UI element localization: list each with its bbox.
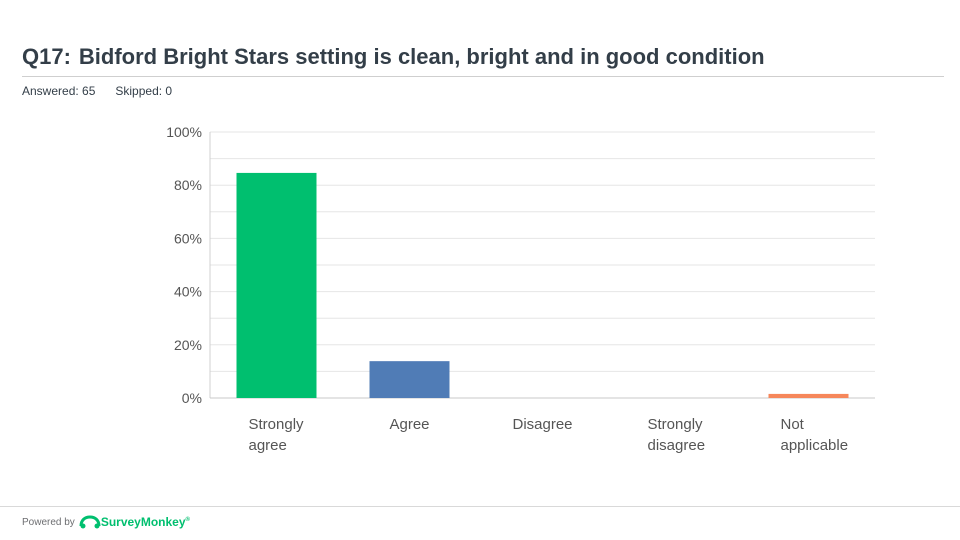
y-tick-label: 20% <box>174 337 202 353</box>
bar <box>369 361 450 398</box>
footer: Powered by SurveyMonkey® <box>22 514 190 530</box>
y-tick-label: 60% <box>174 230 202 246</box>
x-tick-label: Not <box>781 416 805 433</box>
answered-count: Answered: 65 <box>22 84 96 98</box>
y-tick-label: 40% <box>174 284 202 300</box>
question-text: Bidford Bright Stars setting is clean, b… <box>78 44 765 69</box>
powered-by-label: Powered by <box>22 516 75 528</box>
y-tick-label: 0% <box>182 390 202 406</box>
surveymonkey-brand: SurveyMonkey® <box>100 515 190 529</box>
y-tick-label: 100% <box>166 124 202 140</box>
skipped-count: Skipped: 0 <box>115 84 173 98</box>
bar-chart: 0% 20% 40% 60% 80% 100% Strongly agree Agree Disa… <box>166 124 875 454</box>
header-divider <box>22 76 944 77</box>
question-number: Q17: <box>22 44 71 69</box>
x-tick-label: applicable <box>781 437 849 454</box>
x-tick-label: Agree <box>389 416 429 433</box>
bar <box>236 172 317 398</box>
surveymonkey-logo-icon <box>79 515 101 529</box>
response-stats: Answered: 65 Skipped: 0 <box>22 84 176 98</box>
x-tick-label: Disagree <box>512 416 572 433</box>
footer-divider <box>0 506 960 507</box>
x-tick-label: agree <box>249 437 287 454</box>
x-tick-label: Strongly <box>249 416 305 433</box>
bar <box>768 393 849 398</box>
question-title: Q17: Bidford Bright Stars setting is clea… <box>22 44 765 70</box>
x-tick-label: Strongly <box>648 416 704 433</box>
x-tick-label: disagree <box>648 437 706 454</box>
y-tick-label: 80% <box>174 177 202 193</box>
